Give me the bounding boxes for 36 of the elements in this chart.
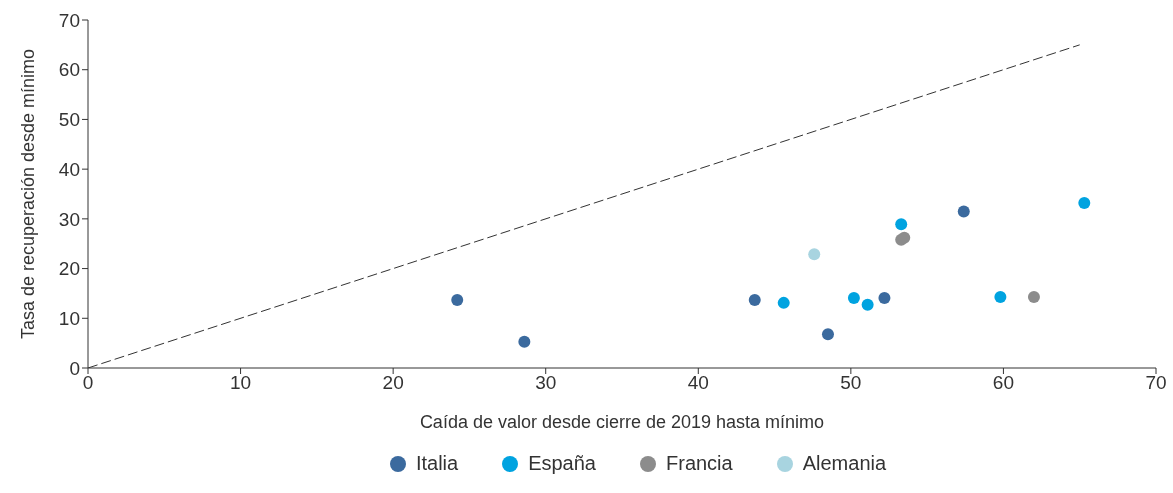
- point: [821, 328, 834, 341]
- point: [957, 205, 970, 218]
- point: [808, 248, 821, 261]
- x-tick-label: 60: [992, 372, 1014, 394]
- y-tick-label: 0: [69, 357, 80, 379]
- x-tick-label: 30: [535, 372, 557, 394]
- y-tick-label: 70: [58, 9, 80, 31]
- y-tick-label: 40: [58, 158, 80, 180]
- y-tick-label: 10: [58, 308, 80, 330]
- y-tick-label: 30: [58, 208, 80, 230]
- point: [895, 218, 908, 231]
- x-tick-label: 20: [382, 372, 404, 394]
- x-axis-title: Caída de valor desde cierre de 2019 hasta mínimo: [419, 412, 825, 432]
- x-tick-label: 40: [687, 372, 709, 394]
- y-tick-label: 60: [58, 59, 80, 81]
- point: [1078, 196, 1091, 209]
- legend-label: Alemania: [802, 452, 887, 475]
- point: [777, 296, 790, 309]
- point: [878, 291, 891, 304]
- legend-label: Italia: [415, 452, 459, 475]
- point: [861, 298, 874, 311]
- point: [748, 293, 761, 306]
- point: [518, 335, 531, 348]
- x-tick-label: 10: [230, 372, 252, 394]
- x-tick-label: 0: [82, 372, 94, 394]
- y-tick-label: 50: [58, 109, 80, 131]
- legend-label: España: [528, 452, 596, 475]
- point: [1027, 290, 1040, 303]
- y-tick-label: 20: [58, 258, 80, 280]
- x-tick-label: 50: [840, 372, 862, 394]
- point: [451, 293, 464, 306]
- y-axis-title: Tasa de recuperación desde mínimo: [18, 48, 39, 340]
- legend-label: Francia: [666, 452, 733, 475]
- x-tick-label: 70: [1145, 372, 1167, 394]
- point: [847, 291, 860, 304]
- point: [994, 290, 1007, 303]
